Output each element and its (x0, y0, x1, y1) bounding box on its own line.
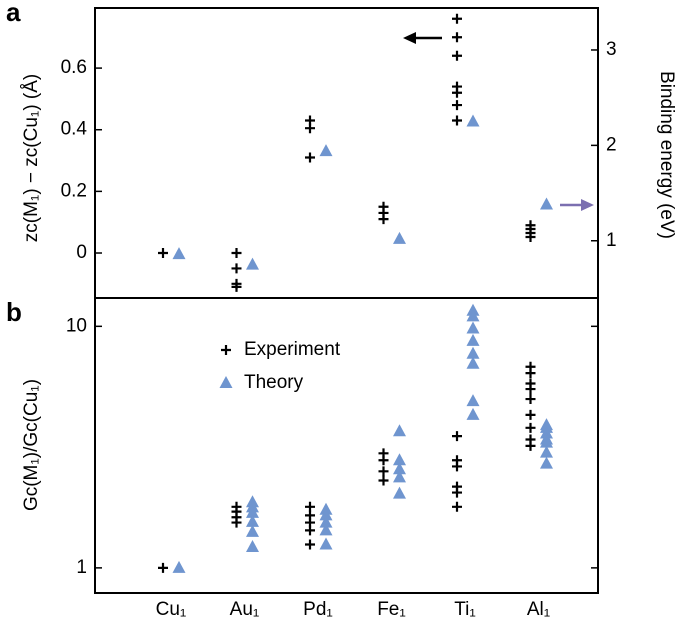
experiment-point (231, 517, 242, 528)
experiment-point (452, 13, 462, 24)
theory-point (540, 435, 553, 448)
arrow-right (560, 199, 594, 211)
theory-point (319, 537, 333, 550)
theory-point (466, 394, 480, 407)
experiment-point (231, 281, 242, 292)
experiment-point (378, 455, 389, 466)
experiment-point (305, 539, 315, 550)
y-tick-label: 0.6 (61, 57, 87, 78)
x-tick-label: Pd₁ (303, 599, 333, 620)
theory-point (246, 257, 259, 270)
theory-point (393, 424, 406, 437)
experiment-point (525, 422, 536, 433)
experiment-point (158, 248, 168, 259)
x-tick-label: Al₁ (527, 599, 550, 620)
experiment-point (452, 100, 462, 111)
theory-point (246, 540, 259, 553)
experiment-point (378, 214, 389, 225)
experiment-point (452, 431, 462, 442)
theory-point (319, 508, 333, 521)
legend-label: Theory (244, 372, 304, 393)
theory-point (466, 356, 480, 369)
experiment-point (305, 123, 315, 134)
experiment-point (452, 115, 462, 126)
theory-point (319, 515, 333, 528)
panel-label: a (6, 0, 21, 27)
experiment-point (525, 384, 536, 395)
theory-point (393, 453, 406, 466)
y-axis-label: zc(M₁) − zc(Cu₁) (Å) (21, 74, 42, 243)
theory-point (540, 456, 553, 469)
y-tick-label: 0.2 (61, 180, 87, 201)
experiment-point (525, 440, 536, 451)
theory-point (466, 333, 480, 346)
theory-point (393, 231, 406, 244)
theory-point (172, 247, 186, 260)
theory-point (540, 445, 553, 458)
y-tick-label: 1 (76, 557, 87, 578)
theory-point (393, 470, 406, 483)
theory-point (466, 309, 480, 322)
experiment-point (452, 487, 462, 498)
experiment-point (305, 501, 315, 512)
theory-point (540, 197, 553, 210)
legend-label: Experiment (244, 339, 341, 360)
experiment-point (452, 461, 462, 472)
experiment-point (525, 231, 536, 242)
theory-point (246, 514, 259, 527)
experiment-point (525, 409, 536, 420)
theory-point (319, 144, 333, 157)
y-tick-label: 0 (76, 242, 87, 263)
experiment-point (452, 50, 462, 61)
experiment-point (305, 152, 315, 163)
y-tick-label: 10 (66, 315, 87, 336)
theory-point (172, 560, 186, 573)
y2-tick-label: 3 (606, 39, 617, 60)
y2-tick-label: 2 (606, 134, 617, 155)
experiment-point (231, 248, 242, 259)
plot-frame (94, 297, 599, 594)
theory-point (219, 376, 233, 388)
y-tick-label: 0.4 (61, 119, 88, 140)
experiment-point (525, 368, 536, 379)
theory-point (393, 486, 406, 499)
x-tick-label: Au₁ (230, 599, 260, 620)
y2-axis-label: Binding energy (eV) (656, 71, 677, 239)
experiment-point (452, 32, 462, 43)
x-tick-label: Fe₁ (377, 599, 406, 620)
experiment-point (221, 345, 231, 355)
y-axis-label: Gc(M₁)/Gc(Cu₁) (21, 379, 42, 511)
theory-point (319, 523, 333, 536)
theory-point (466, 346, 480, 359)
x-tick-label: Cu₁ (156, 599, 187, 620)
experiment-point (525, 394, 536, 405)
y2-tick-label: 1 (606, 230, 617, 251)
experiment-point (378, 475, 389, 486)
experiment-point (452, 87, 462, 98)
theory-point (466, 407, 480, 420)
experiment-point (158, 562, 168, 573)
experiment-point (231, 263, 242, 274)
experiment-point (305, 525, 315, 536)
theory-point (466, 114, 480, 127)
panel-label: b (6, 297, 22, 327)
theory-point (466, 321, 480, 334)
plot-frame (94, 7, 599, 299)
arrow-left (403, 32, 442, 44)
x-tick-label: Ti₁ (454, 599, 476, 620)
theory-point (246, 524, 259, 537)
theory-point (246, 505, 259, 518)
experiment-point (452, 501, 462, 512)
experiment-point (378, 466, 389, 477)
theory-point (393, 462, 406, 475)
